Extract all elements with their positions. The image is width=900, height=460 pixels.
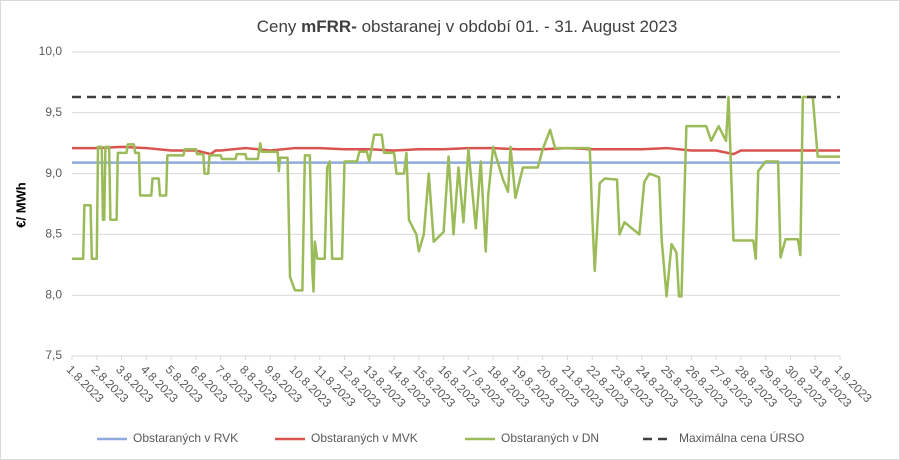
title-bold: mFRR-	[301, 17, 357, 36]
legend-label: Maximálna cena ÚRSO	[679, 430, 804, 445]
y-axis-label: €/ MWh	[13, 182, 28, 228]
y-tick-label: 10,0	[39, 44, 63, 58]
y-tick-label: 8,0	[45, 287, 62, 301]
title-rest: obstaranej v období 01. - 31. August 202…	[362, 17, 678, 36]
y-tick-label: 8,5	[45, 227, 62, 241]
y-tick-label: 7,5	[45, 348, 62, 362]
chart-title: Ceny mFRR- obstaranej v období 01. - 31.…	[257, 17, 678, 36]
legend: Obstaraných v RVK Obstaraných v MVK Obstar…	[97, 430, 804, 445]
y-tick-label: 9,5	[45, 105, 62, 119]
legend-label: Obstaraných v RVK	[133, 431, 238, 445]
title-prefix: Ceny	[257, 17, 297, 36]
series-line	[72, 95, 840, 298]
plot	[72, 95, 840, 298]
legend-label: Obstaraných v DN	[501, 431, 599, 445]
legend-label: Obstaraných v MVK	[311, 431, 418, 445]
y-tick-label: 9,0	[45, 166, 62, 180]
series-line	[72, 145, 840, 156]
